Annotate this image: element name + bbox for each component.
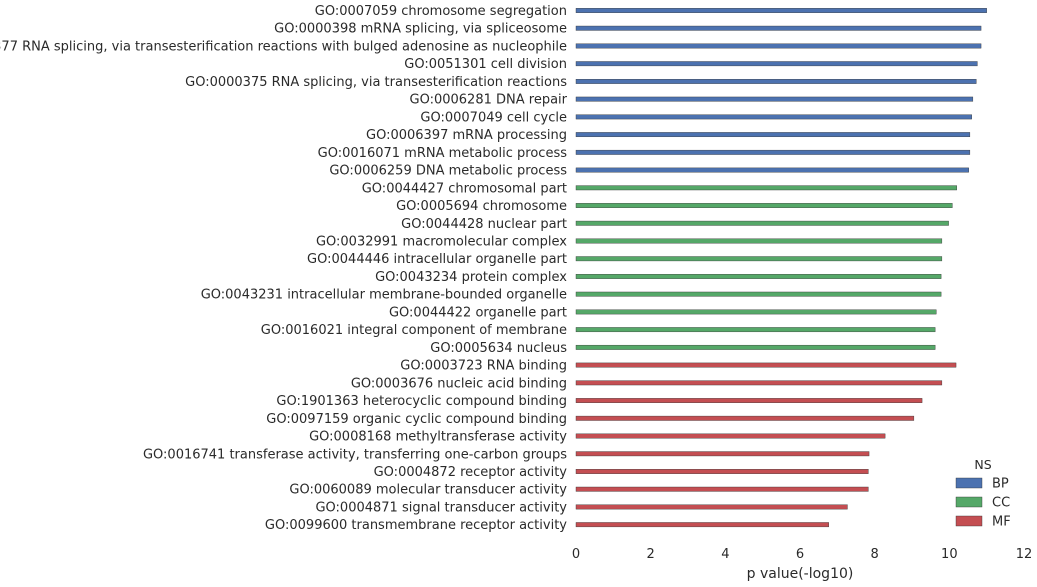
category-label: GO:0099600 transmembrane receptor activi… bbox=[265, 518, 567, 533]
category-label: GO:0016071 mRNA metabolic process bbox=[318, 146, 568, 161]
x-tick-label: 4 bbox=[721, 547, 729, 562]
bar-bp bbox=[575, 79, 977, 84]
x-axis-label: p value(-log10) bbox=[747, 566, 854, 582]
x-axis: 0 2 4 6 8 10 12 bbox=[572, 547, 1032, 562]
bar-bp bbox=[575, 25, 982, 31]
category-label: GO:0000377 RNA splicing, via transesteri… bbox=[0, 39, 567, 54]
x-tick-label: 12 bbox=[1016, 547, 1033, 562]
category-label: GO:0007049 cell cycle bbox=[420, 110, 567, 125]
bar-cc bbox=[575, 344, 936, 350]
category-label: GO:0006259 DNA metabolic process bbox=[329, 164, 567, 179]
x-tick-label: 8 bbox=[871, 547, 879, 562]
bar-cc bbox=[575, 203, 953, 208]
x-tick-label: 6 bbox=[796, 547, 804, 562]
legend-label-cc: CC bbox=[992, 496, 1010, 511]
category-labels-layer: GO:0007059 chromosome segregation GO:0000… bbox=[0, 4, 568, 533]
bar-cc bbox=[575, 220, 949, 226]
bars-layer bbox=[575, 8, 987, 528]
bar-cc bbox=[575, 238, 943, 244]
bar-bp bbox=[575, 132, 971, 138]
bar-cc bbox=[575, 185, 957, 191]
bar-mf bbox=[575, 522, 829, 528]
bar-mf bbox=[575, 380, 943, 386]
category-label: GO:0051301 cell division bbox=[404, 57, 567, 72]
bar-bp bbox=[575, 167, 969, 173]
bar-bp bbox=[575, 43, 982, 49]
bar-cc bbox=[575, 274, 942, 279]
category-label: GO:0097159 organic cyclic compound bindi… bbox=[266, 412, 567, 427]
bar-mf bbox=[575, 415, 915, 421]
bar-mf bbox=[575, 469, 869, 474]
category-label: GO:0003723 RNA binding bbox=[400, 359, 567, 374]
category-label: GO:0004872 receptor activity bbox=[374, 465, 568, 480]
category-label: GO:0000375 RNA splicing, via transesteri… bbox=[185, 75, 567, 90]
x-tick-label: 0 bbox=[572, 547, 580, 562]
x-tick-label: 10 bbox=[941, 547, 958, 562]
bar-mf bbox=[575, 433, 886, 439]
category-label: GO:0000398 mRNA splicing, via spliceosom… bbox=[274, 22, 567, 37]
bar-bp bbox=[575, 8, 987, 13]
legend-swatch-cc bbox=[955, 496, 983, 508]
category-label: GO:0016741 transferase activity, transfe… bbox=[143, 447, 567, 462]
legend-label-mf: MF bbox=[992, 515, 1011, 530]
bar-mf bbox=[575, 486, 869, 492]
legend: NS BP CC MF bbox=[955, 457, 1011, 530]
bar-mf bbox=[575, 398, 923, 403]
category-label: GO:0008168 methyltransferase activity bbox=[309, 430, 567, 445]
bar-cc bbox=[575, 291, 942, 297]
bar-mf bbox=[575, 362, 957, 368]
bar-mf bbox=[575, 504, 848, 510]
legend-title: NS bbox=[974, 457, 991, 472]
category-label: GO:0006397 mRNA processing bbox=[366, 128, 567, 143]
category-label: GO:0004871 signal transducer activity bbox=[315, 500, 567, 515]
category-label: GO:0044446 intracellular organelle part bbox=[307, 252, 567, 267]
category-label: GO:0043234 protein complex bbox=[375, 270, 567, 285]
bar-cc bbox=[575, 327, 936, 333]
legend-swatch-bp bbox=[955, 477, 983, 489]
category-label: GO:0043231 intracellular membrane-bounde… bbox=[201, 288, 567, 303]
category-label: GO:0007059 chromosome segregation bbox=[315, 4, 567, 19]
x-tick-label: 2 bbox=[647, 547, 655, 562]
category-label: GO:0032991 macromolecular complex bbox=[316, 234, 567, 249]
category-label: GO:0044422 organelle part bbox=[389, 305, 567, 320]
bar-mf bbox=[575, 451, 870, 457]
category-label: GO:0016021 integral component of membran… bbox=[261, 323, 567, 338]
bar-bp bbox=[575, 61, 978, 67]
bar-cc bbox=[575, 256, 943, 262]
category-label: GO:0005634 nucleus bbox=[430, 341, 567, 356]
bar-cc bbox=[575, 309, 937, 315]
legend-swatch-mf bbox=[955, 515, 983, 527]
bar-bp bbox=[575, 96, 974, 102]
category-label: GO:0005694 chromosome bbox=[396, 199, 567, 214]
category-label: GO:0003676 nucleic acid binding bbox=[351, 376, 567, 391]
legend-items: BP CC MF bbox=[955, 477, 1011, 530]
category-label: GO:0044428 nuclear part bbox=[401, 217, 567, 232]
legend-label-bp: BP bbox=[992, 477, 1009, 492]
category-label: GO:0060089 molecular transducer activity bbox=[289, 483, 567, 498]
category-label: GO:1901363 heterocyclic compound binding bbox=[276, 394, 567, 409]
bar-bp bbox=[575, 114, 972, 120]
category-label: GO:0044427 chromosomal part bbox=[362, 181, 567, 196]
bar-bp bbox=[575, 149, 971, 155]
category-label: GO:0006281 DNA repair bbox=[410, 93, 568, 108]
